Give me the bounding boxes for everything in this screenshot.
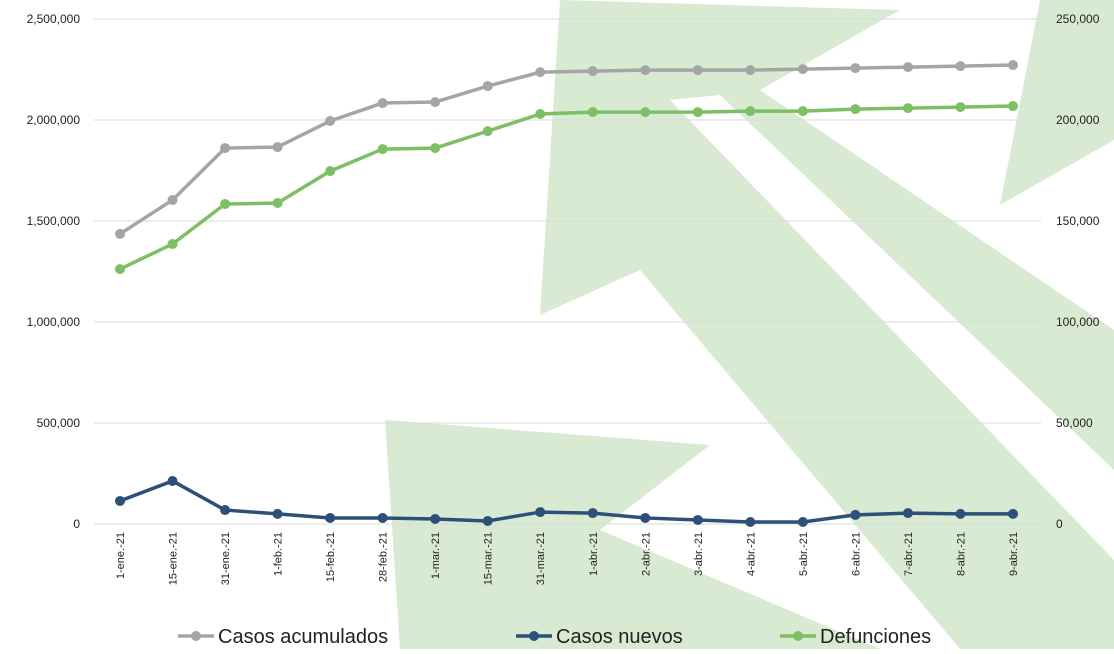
data-point [325, 166, 335, 176]
data-point [955, 102, 965, 112]
data-point [798, 64, 808, 74]
data-point [588, 508, 598, 518]
data-point [850, 510, 860, 520]
y-tick-label: 2,500,000 [27, 12, 81, 26]
data-point [535, 109, 545, 119]
data-point [955, 509, 965, 519]
x-tick-label: 3-abr.-21 [693, 532, 705, 576]
legend-label: Casos acumulados [218, 626, 388, 648]
legend-marker [191, 631, 201, 641]
data-point [745, 65, 755, 75]
y-tick-label: 1,500,000 [27, 214, 81, 228]
data-point [640, 513, 650, 523]
x-tick-label: 7-abr.-21 [903, 532, 915, 576]
data-point [693, 107, 703, 117]
legend-label: Defunciones [820, 626, 931, 648]
data-point [483, 516, 493, 526]
data-point [745, 517, 755, 527]
y-tick-label: 500,000 [37, 416, 81, 430]
data-point [168, 476, 178, 486]
data-point [745, 106, 755, 116]
legend-label: Casos nuevos [556, 626, 683, 648]
data-point [955, 61, 965, 71]
data-point [273, 509, 283, 519]
x-tick-label: 5-abr.-21 [798, 532, 810, 576]
data-point [535, 507, 545, 517]
data-point [535, 67, 545, 77]
legend-marker [529, 631, 539, 641]
x-tick-label: 8-abr.-21 [955, 532, 967, 576]
x-tick-label: 31-mar.-21 [535, 532, 547, 585]
x-tick-label: 15-feb.-21 [325, 532, 337, 582]
data-point [693, 515, 703, 525]
data-point [903, 62, 913, 72]
x-tick-label: 15-ene.-21 [168, 532, 180, 585]
page: {"chart_data": {"type": "line", "categor… [0, 0, 1114, 654]
x-tick-label: 31-ene.-21 [220, 532, 232, 585]
data-point [588, 107, 598, 117]
data-point [430, 97, 440, 107]
x-tick-label: 2-abr.-21 [640, 532, 652, 576]
data-point [378, 144, 388, 154]
data-point [693, 65, 703, 75]
data-point [115, 229, 125, 239]
data-point [325, 116, 335, 126]
x-tick-label: 28-feb.-21 [378, 532, 390, 582]
data-point [588, 66, 598, 76]
y2-tick-label: 200,000 [1056, 113, 1100, 127]
data-point [325, 513, 335, 523]
x-tick-label: 15-mar.-21 [483, 532, 495, 585]
y2-tick-label: 150,000 [1056, 214, 1100, 228]
arrow-shape [1000, 0, 1114, 205]
y2-tick-label: 0 [1056, 517, 1063, 531]
data-point [115, 264, 125, 274]
data-point [1008, 60, 1018, 70]
data-point [430, 514, 440, 524]
chart: 0 500,000 1,000,000 1,500,000 2,000,000 2,500… [0, 0, 1114, 649]
data-point [220, 143, 230, 153]
data-point [378, 513, 388, 523]
data-point [483, 126, 493, 136]
x-tick-label: 4-abr.-21 [745, 532, 757, 576]
data-point [115, 496, 125, 506]
x-tick-label: 1-abr.-21 [588, 532, 600, 576]
x-tick-label: 1-ene.-21 [115, 532, 127, 579]
y-tick-label: 0 [73, 517, 80, 531]
data-point [903, 103, 913, 113]
x-tick-label: 9-abr.-21 [1008, 532, 1020, 576]
x-tick-label: 6-abr.-21 [850, 532, 862, 576]
y-tick-label: 2,000,000 [27, 113, 81, 127]
data-point [640, 107, 650, 117]
data-point [378, 98, 388, 108]
data-point [1008, 509, 1018, 519]
data-point [798, 517, 808, 527]
y2-tick-label: 100,000 [1056, 315, 1100, 329]
data-point [273, 142, 283, 152]
x-tick-label: 1-mar.-21 [430, 532, 442, 579]
y2-tick-label: 50,000 [1056, 416, 1093, 430]
data-point [850, 104, 860, 114]
data-point [168, 195, 178, 205]
data-point [798, 106, 808, 116]
y2-tick-label: 250,000 [1056, 12, 1100, 26]
x-tick-label: 1-feb.-21 [273, 532, 285, 576]
data-point [483, 81, 493, 91]
data-point [168, 239, 178, 249]
y-tick-label: 1,000,000 [27, 315, 81, 329]
data-point [903, 508, 913, 518]
data-point [640, 65, 650, 75]
data-point [850, 63, 860, 73]
legend-marker [793, 631, 803, 641]
data-point [430, 143, 440, 153]
data-point [220, 505, 230, 515]
data-point [1008, 101, 1018, 111]
data-point [273, 198, 283, 208]
data-point [220, 199, 230, 209]
